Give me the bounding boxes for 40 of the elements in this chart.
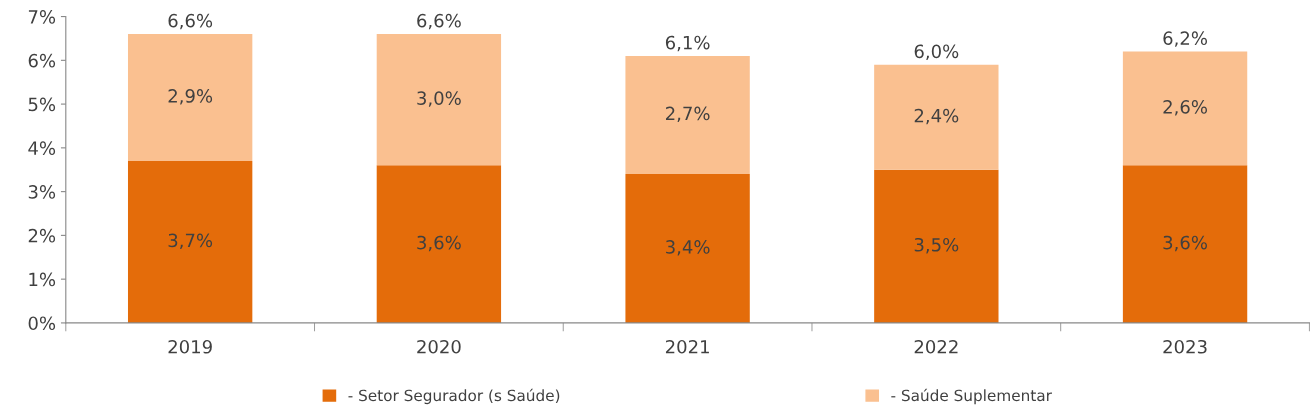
x-tick-label: 2019 [168,339,212,354]
bar [874,169,999,323]
total-label: 6,0% [914,44,959,60]
data-label: 2,7% [666,106,710,123]
x-tick-label: 2021 [665,339,709,354]
y-tick-label: 2% [28,228,56,243]
total-label: 6,2% [1163,31,1207,47]
total-label: 6,6% [417,13,461,30]
data-label: 2,6% [1163,100,1207,116]
bar [874,64,999,170]
bar [625,174,750,323]
x-tick-label: 2020 [417,339,461,354]
bar [1122,51,1248,166]
total-label: 6,6% [168,13,213,30]
data-label: 3,4% [666,240,710,256]
y-tick-label: 4% [28,141,56,155]
data-label: 3,6% [1163,235,1207,252]
y-tick-label: 6% [28,53,56,68]
y-tick-label: 5% [28,97,56,112]
data-label: 3,5% [914,237,959,254]
bar [376,165,502,323]
legend-label: - Saúde Suplementar [891,388,1052,405]
data-label: 3,6% [417,235,461,252]
y-tick-label: 3% [28,185,56,199]
total-label: 6,1% [665,35,710,52]
y-tick-label: 7% [28,10,56,24]
bar [127,160,253,323]
data-label: 3,0% [417,91,461,107]
bar [127,34,253,161]
bar [376,34,502,166]
y-tick-label: 1% [29,272,56,287]
x-tick-label: 2023 [1163,339,1207,354]
x-tick-label: 2022 [914,339,958,354]
data-label: 2,4% [914,108,959,125]
data-label: 2,9% [168,89,213,105]
y-tick-label: 0% [28,316,56,331]
data-label: 3,7% [168,233,213,250]
bar [625,55,750,175]
legend-label: - Setor Segurador (s Saúde) [348,388,560,405]
bar [1122,165,1248,323]
